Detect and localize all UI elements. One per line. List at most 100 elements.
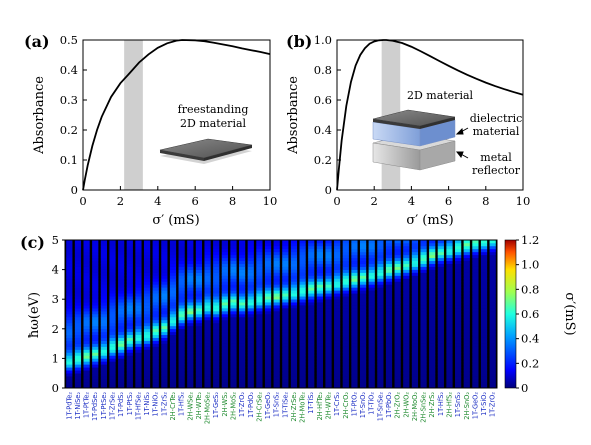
heatmap-cell <box>152 257 159 262</box>
heatmap-cell <box>489 328 496 333</box>
heatmap-cell <box>368 358 375 362</box>
heatmap-cell <box>161 251 168 256</box>
heatmap-cell <box>273 257 280 262</box>
heatmap-cell <box>247 319 254 324</box>
heatmap-cell <box>169 340 177 344</box>
heatmap-cell <box>489 257 496 262</box>
heatmap-cell <box>221 240 228 244</box>
heatmap-cell <box>195 370 203 374</box>
heatmap-cell <box>66 334 73 338</box>
heatmap-cell <box>221 334 228 338</box>
heatmap-cell <box>437 308 444 312</box>
heatmap-cell <box>213 281 220 285</box>
heatmap-cell <box>178 340 185 344</box>
heatmap-cell <box>109 385 116 389</box>
heatmap-cell <box>195 240 203 244</box>
heatmap-cell <box>169 240 177 244</box>
heatmap-cell <box>394 340 401 344</box>
heatmap-cell <box>472 311 479 315</box>
heatmap-cell <box>455 296 462 300</box>
heatmap-cell <box>429 293 436 297</box>
heatmap-cell <box>394 290 401 294</box>
heatmap-cell <box>66 296 73 300</box>
heatmap-cell <box>299 328 306 333</box>
a-absorbance-curve <box>82 39 271 191</box>
heatmap-cell <box>359 296 367 300</box>
heatmap-cell <box>316 257 323 262</box>
heatmap-cell <box>273 361 280 365</box>
heatmap-cell <box>178 352 185 356</box>
b-inset-label-metal-line2: reflector <box>472 164 521 177</box>
heatmap-cell <box>83 278 90 282</box>
heatmap-cell <box>351 385 358 389</box>
heatmap-cell <box>446 242 453 247</box>
heatmap-cell <box>273 311 280 315</box>
heatmap-cell <box>178 281 185 285</box>
heatmap-cell <box>143 352 151 356</box>
heatmap-cell <box>385 293 393 297</box>
heatmap-cell <box>169 254 177 259</box>
heatmap-cell <box>385 251 393 256</box>
heatmap-cell <box>377 299 384 303</box>
heatmap-cell <box>299 278 306 282</box>
heatmap-cell <box>455 352 462 356</box>
heatmap-cell <box>152 275 159 279</box>
heatmap-cell <box>472 260 479 264</box>
heatmap-cell <box>299 308 306 312</box>
heatmap-cell <box>316 260 323 264</box>
heatmap-cell <box>472 287 479 291</box>
heatmap-cell <box>239 328 246 333</box>
heatmap-cell <box>334 308 341 312</box>
heatmap-cell <box>264 305 272 309</box>
heatmap-cell <box>204 263 211 267</box>
heatmap-column <box>403 240 410 389</box>
heatmap-cell <box>342 319 349 324</box>
heatmap-cell <box>377 254 384 259</box>
heatmap-cell <box>169 272 177 276</box>
heatmap-cell <box>394 302 401 306</box>
heatmap-cell <box>463 311 470 315</box>
heatmap-cell <box>135 272 142 276</box>
heatmap-cell <box>187 269 194 273</box>
heatmap-cell <box>178 263 185 267</box>
heatmap-cell <box>221 278 228 282</box>
heatmap-cell <box>230 352 237 356</box>
heatmap-cell <box>126 281 133 285</box>
heatmap-cell <box>100 361 107 365</box>
heatmap-cell <box>472 340 479 344</box>
heatmap-cell <box>195 328 203 333</box>
heatmap-cell <box>143 349 151 353</box>
heatmap-cell <box>325 376 332 380</box>
heatmap-cell <box>178 334 185 338</box>
heatmap-cell <box>403 379 410 383</box>
heatmap-cell <box>308 314 315 318</box>
heatmap-cell <box>377 325 384 330</box>
heatmap-cell <box>351 358 358 362</box>
material-label: 2H-HfS₂ <box>445 392 453 418</box>
heatmap-cell <box>489 331 496 336</box>
heatmap-cell <box>239 311 246 315</box>
heatmap-cell <box>351 346 358 350</box>
b-x-tick-label: 10 <box>516 194 531 208</box>
heatmap-cell <box>316 376 323 380</box>
heatmap-cell <box>187 266 194 270</box>
heatmap-cell <box>403 287 410 291</box>
heatmap-cell <box>334 269 341 273</box>
a-x-ticks: 0 2 4 6 8 10 <box>79 186 277 208</box>
heatmap-cell <box>135 242 142 247</box>
a-x-tick-label: 8 <box>229 194 236 208</box>
heatmap-cell <box>377 311 384 315</box>
heatmap-cell <box>342 254 349 259</box>
material-label: 1T-SiO₂ <box>480 392 488 416</box>
heatmap-cell <box>109 305 116 309</box>
b-y-tick-label: 0 <box>325 183 332 197</box>
heatmap-cell <box>282 314 289 318</box>
heatmap-cell <box>135 308 142 312</box>
heatmap-cell <box>74 287 82 291</box>
heatmap-cell <box>213 319 220 324</box>
heatmap-cell <box>437 302 444 306</box>
heatmap-cell <box>178 331 185 336</box>
heatmap-cell <box>489 319 496 324</box>
heatmap-cell <box>256 340 263 344</box>
heatmap-cell <box>420 254 427 259</box>
